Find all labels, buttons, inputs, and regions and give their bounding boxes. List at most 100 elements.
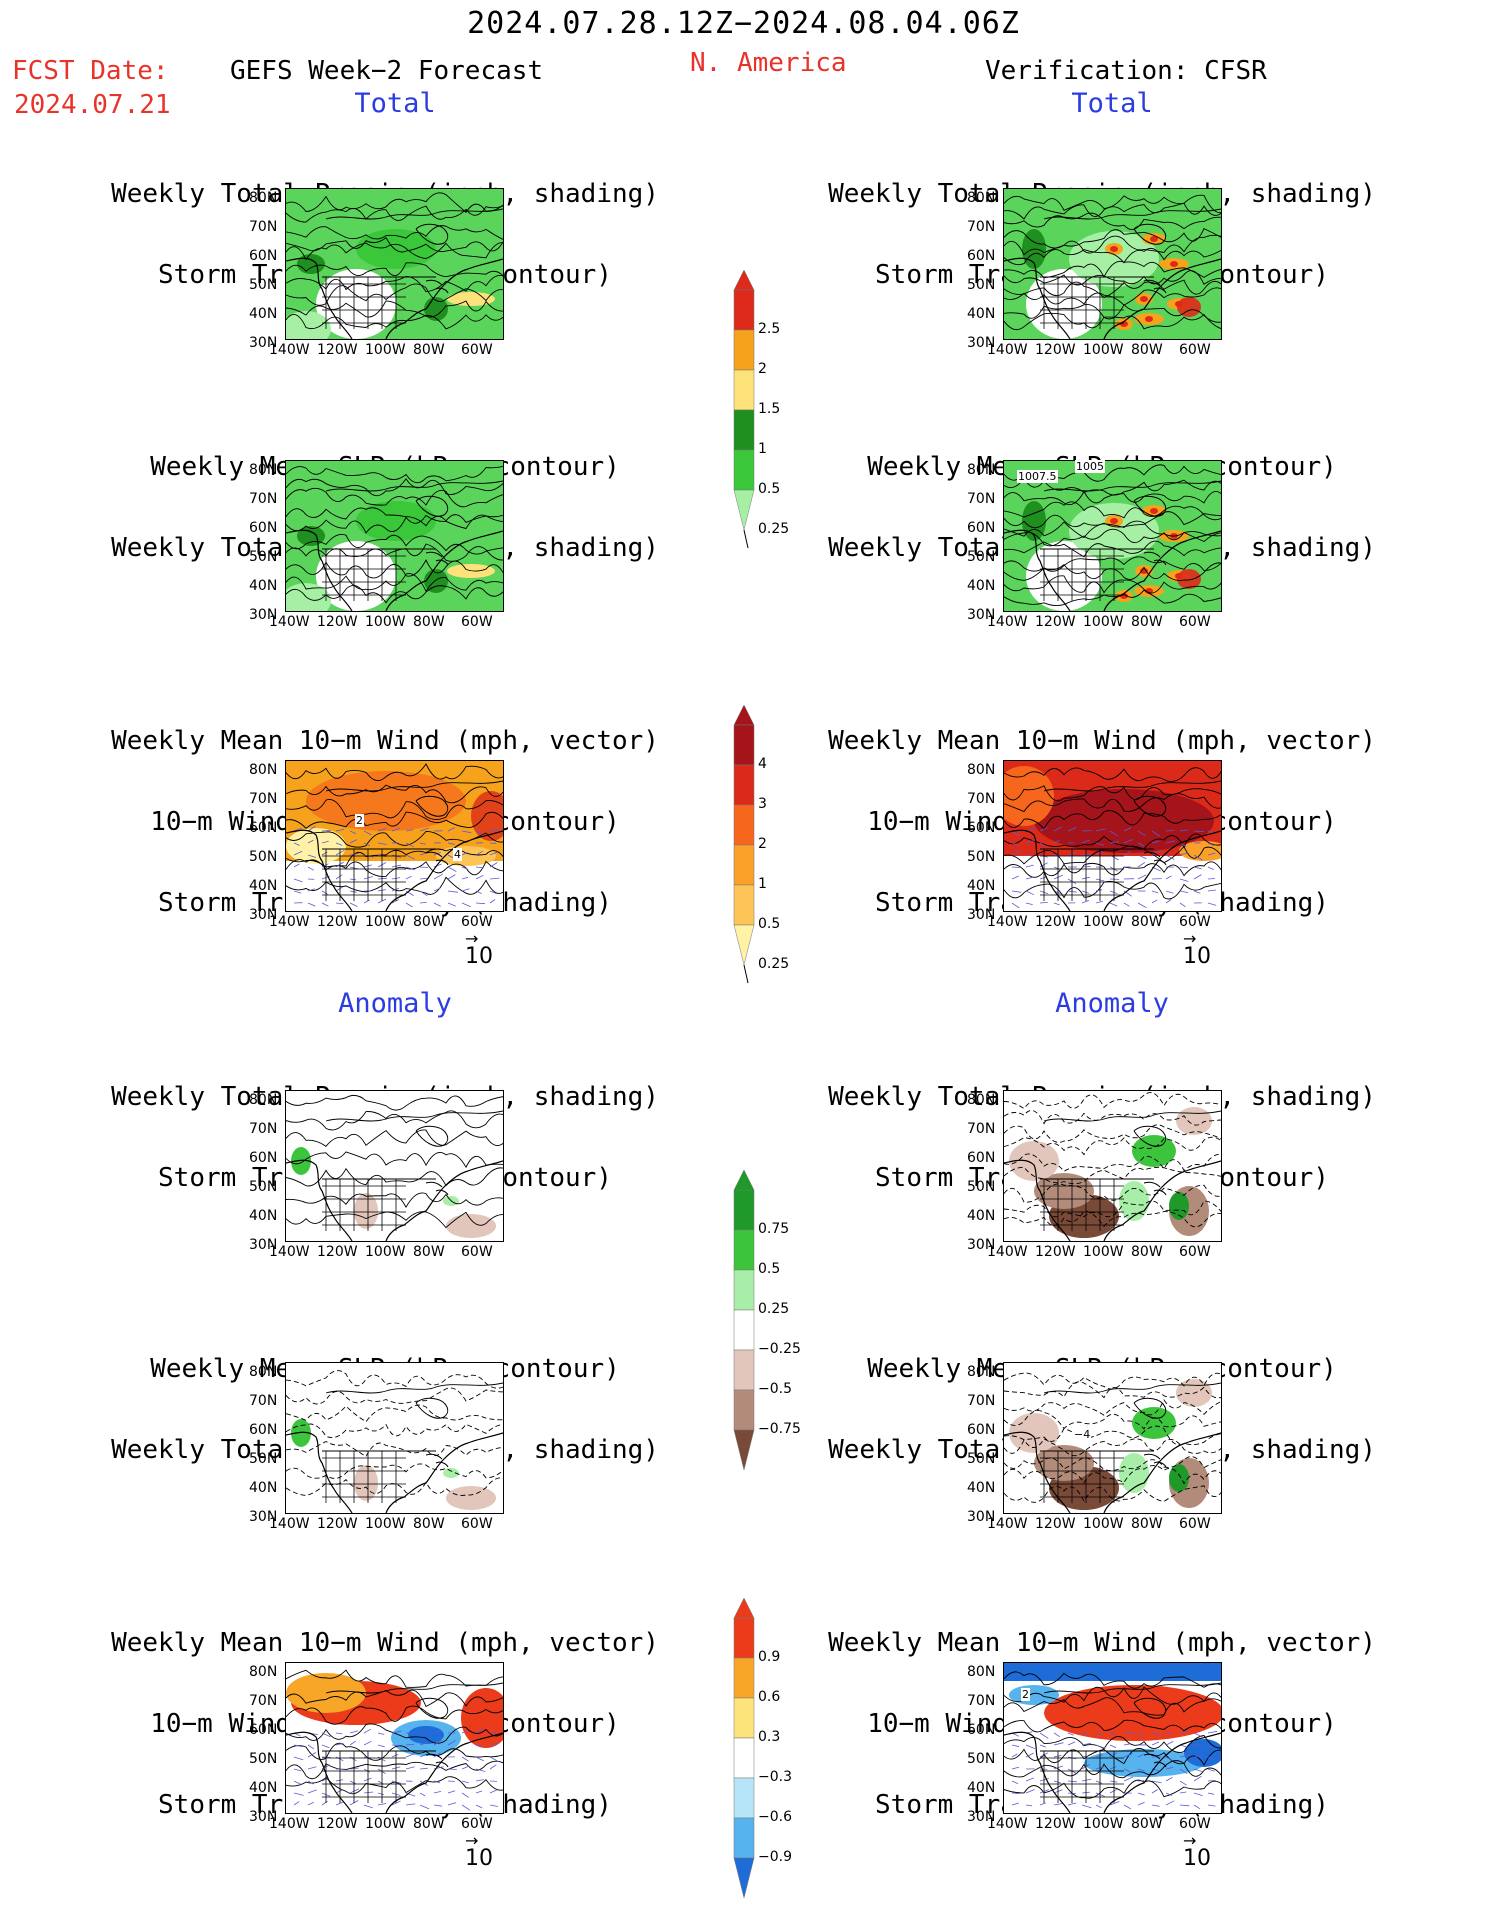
lon-tick-label: 100W bbox=[1083, 342, 1124, 358]
lon-tick-label: 120W bbox=[1035, 342, 1076, 358]
colorbar-tick-label: −0.9 bbox=[758, 1849, 792, 1865]
lat-tick-label: 70N bbox=[249, 791, 278, 807]
lat-tick-label: 40N bbox=[249, 1208, 278, 1224]
lat-tick-label: 30N bbox=[249, 907, 278, 923]
colorbar-tick-label: 0.3 bbox=[758, 1729, 781, 1745]
lon-tick-label: 100W bbox=[365, 614, 406, 630]
lon-tick-label: 100W bbox=[1083, 1516, 1124, 1532]
map-panel-l2 bbox=[285, 460, 504, 612]
map-panel-l1 bbox=[285, 188, 504, 340]
contour-label: 4 bbox=[453, 848, 462, 861]
map-svg bbox=[286, 461, 503, 611]
lon-tick-label: 120W bbox=[317, 1244, 358, 1260]
colorbar-tick-label: 0.5 bbox=[758, 916, 781, 932]
lat-tick-label: 80N bbox=[249, 1092, 278, 1108]
lat-tick-label: 40N bbox=[967, 306, 996, 322]
colorbar-tick-label: 0.9 bbox=[758, 1649, 781, 1665]
lat-tick-label: 60N bbox=[249, 1150, 278, 1166]
lat-tick-label: 40N bbox=[249, 1780, 278, 1796]
colorbar-tick-label: 0.25 bbox=[758, 956, 790, 972]
colorbar-tick-label: 2 bbox=[758, 361, 767, 377]
lon-tick-label: 60W bbox=[1179, 1244, 1211, 1260]
lon-tick-label: 100W bbox=[1083, 1244, 1124, 1260]
lon-tick-label: 80W bbox=[1131, 1816, 1163, 1832]
lat-tick-label: 30N bbox=[249, 335, 278, 351]
lon-tick-label: 60W bbox=[1179, 914, 1211, 930]
lat-tick-label: 60N bbox=[967, 520, 996, 536]
lon-tick-label: 80W bbox=[413, 342, 445, 358]
colorbar-tick-label: 1.5 bbox=[758, 401, 781, 417]
contour-label: 1007.5 bbox=[1017, 470, 1058, 483]
panel-title-line: Weekly Mean 10−m Wind (mph, vector) bbox=[828, 1628, 1376, 1658]
lon-tick-label: 140W bbox=[269, 1516, 310, 1532]
contour-label: 2 bbox=[1021, 1688, 1030, 1701]
lon-tick-label: 100W bbox=[365, 914, 406, 930]
lon-tick-label: 120W bbox=[317, 914, 358, 930]
lat-tick-label: 30N bbox=[967, 335, 996, 351]
lat-tick-label: 80N bbox=[249, 762, 278, 778]
lon-tick-label: 60W bbox=[461, 614, 493, 630]
lon-tick-label: 120W bbox=[317, 614, 358, 630]
colorbar-tick-label: 0.5 bbox=[758, 481, 781, 497]
lat-tick-label: 70N bbox=[249, 219, 278, 235]
section-anomaly-left: Anomaly bbox=[338, 988, 452, 1019]
lon-tick-label: 60W bbox=[461, 342, 493, 358]
colorbar-tick-label: 4 bbox=[758, 756, 767, 772]
lon-tick-label: 120W bbox=[1035, 914, 1076, 930]
colorbar-tick-label: −0.25 bbox=[758, 1341, 801, 1357]
lat-tick-label: 40N bbox=[967, 1208, 996, 1224]
contour-label: 1005 bbox=[1075, 460, 1105, 473]
fcst-date-label: FCST Date: bbox=[12, 56, 169, 86]
lat-tick-label: 80N bbox=[249, 1664, 278, 1680]
contour-label: −4 bbox=[1073, 1428, 1092, 1441]
lat-tick-label: 50N bbox=[249, 1751, 278, 1767]
lon-tick-label: 100W bbox=[365, 1816, 406, 1832]
lat-tick-label: 50N bbox=[249, 277, 278, 293]
lon-tick-label: 80W bbox=[1131, 1244, 1163, 1260]
colorbar-tick-label: −0.5 bbox=[758, 1381, 792, 1397]
map-svg bbox=[286, 1363, 503, 1513]
vector-scale-label: → 10 bbox=[1183, 929, 1211, 970]
lon-tick-label: 80W bbox=[413, 1244, 445, 1260]
map-panel-r1 bbox=[1003, 188, 1222, 340]
lon-tick-label: 140W bbox=[987, 914, 1028, 930]
lat-tick-label: 50N bbox=[249, 549, 278, 565]
map-svg bbox=[1004, 1091, 1221, 1241]
lon-tick-label: 120W bbox=[317, 342, 358, 358]
map-svg bbox=[1004, 189, 1221, 339]
lat-tick-label: 50N bbox=[967, 849, 996, 865]
lat-tick-label: 50N bbox=[249, 1179, 278, 1195]
colorbar-precip-total bbox=[733, 270, 755, 549]
section-total-right: Total bbox=[1071, 88, 1153, 119]
forecast-name: GEFS Week−2 Forecast bbox=[230, 56, 544, 86]
lat-tick-label: 70N bbox=[967, 1693, 996, 1709]
lon-tick-label: 140W bbox=[987, 1516, 1028, 1532]
lon-tick-label: 100W bbox=[365, 342, 406, 358]
map-panel-r6 bbox=[1003, 1662, 1222, 1814]
lon-tick-label: 140W bbox=[987, 614, 1028, 630]
colorbar-tick-label: 2 bbox=[758, 836, 767, 852]
region-label: N. America bbox=[690, 48, 847, 78]
lat-tick-label: 60N bbox=[249, 1422, 278, 1438]
colorbar-tick-label: 1 bbox=[758, 441, 767, 457]
lat-tick-label: 80N bbox=[967, 462, 996, 478]
lat-tick-label: 70N bbox=[249, 1121, 278, 1137]
map-panel-r4 bbox=[1003, 1090, 1222, 1242]
lon-tick-label: 120W bbox=[317, 1816, 358, 1832]
lat-tick-label: 60N bbox=[967, 1150, 996, 1166]
lat-tick-label: 30N bbox=[967, 907, 996, 923]
lon-tick-label: 100W bbox=[365, 1244, 406, 1260]
lon-tick-label: 140W bbox=[269, 614, 310, 630]
lat-tick-label: 80N bbox=[967, 190, 996, 206]
panel-title-line: Weekly Mean 10−m Wind (mph, vector) bbox=[111, 726, 659, 756]
lon-tick-label: 120W bbox=[1035, 1244, 1076, 1260]
colorbar-tick-label: −0.75 bbox=[758, 1421, 801, 1437]
lat-tick-label: 40N bbox=[967, 578, 996, 594]
colorbar-tick-label: 1 bbox=[758, 876, 767, 892]
colorbar-tick-label: 2.5 bbox=[758, 321, 781, 337]
lat-tick-label: 50N bbox=[967, 549, 996, 565]
lat-tick-label: 80N bbox=[249, 1364, 278, 1380]
lat-tick-label: 70N bbox=[249, 1393, 278, 1409]
verification-label: Verification: CFSR bbox=[985, 56, 1267, 86]
lat-tick-label: 80N bbox=[249, 190, 278, 206]
